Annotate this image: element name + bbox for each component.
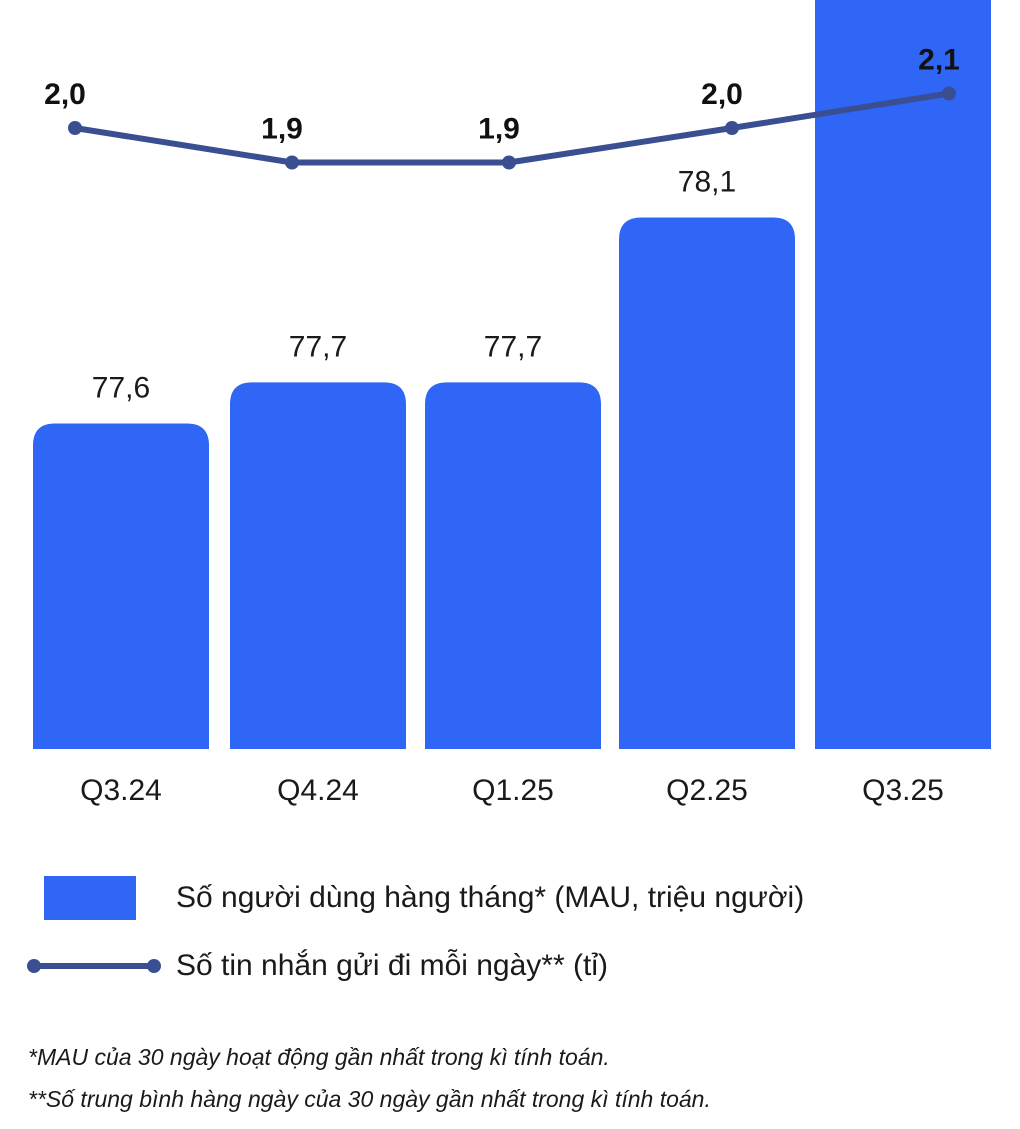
footnotes: *MAU của 30 ngày hoạt động gần nhất tron… (28, 1036, 1008, 1120)
legend-item-mau: Số người dùng hàng tháng* (MAU, triệu ng… (0, 872, 1020, 932)
bar-value-label: 77,6 (92, 372, 150, 405)
footnote-average: **Số trung bình hàng ngày của 30 ngày gầ… (28, 1086, 711, 1112)
category-label: Q3.25 (862, 774, 944, 807)
bar-value-label: 78,1 (678, 166, 736, 199)
legend-line-label: Số tin nhắn gửi đi mỗi ngày** (tỉ) (176, 949, 608, 982)
category-label: Q2.25 (666, 774, 748, 807)
line-point (942, 86, 956, 101)
legend-line-swatch (27, 959, 161, 973)
line-point (68, 121, 82, 135)
bar-Q3.25 (815, 0, 991, 749)
bar-Q3.24 (33, 423, 209, 749)
line-value-label: 2,1 (918, 44, 960, 77)
category-label: Q1.25 (472, 774, 554, 807)
legend-bar-swatch (44, 876, 136, 920)
line-value-label: 1,9 (478, 113, 520, 146)
footnote-mau: *MAU của 30 ngày hoạt động gần nhất tron… (28, 1044, 610, 1070)
line-value-label: 1,9 (261, 113, 303, 146)
labels-layer: 77,6Q3.2477,7Q4.2477,7Q1.2578,1Q2.2579,2… (44, 44, 960, 808)
bar-value-label: 77,7 (484, 330, 542, 363)
bar-value-label: 77,7 (289, 330, 347, 363)
line-layer (68, 86, 956, 170)
legend-bar-label: Số người dùng hàng tháng* (MAU, triệu ng… (176, 881, 805, 914)
bar-Q4.24 (230, 382, 406, 749)
line-value-label: 2,0 (701, 78, 743, 111)
line-point (285, 155, 299, 170)
category-label: Q4.24 (277, 774, 359, 807)
line-value-label: 2,0 (44, 78, 86, 111)
legend-item-messages: Số tin nhắn gửi đi mỗi ngày** (tỉ) (0, 940, 1020, 1000)
line-point (502, 155, 516, 170)
bar-Q1.25 (425, 382, 601, 749)
line-point (725, 121, 739, 135)
bars-layer (33, 0, 991, 749)
bar-Q2.25 (619, 217, 795, 749)
category-label: Q3.24 (80, 774, 162, 807)
combo-chart: 77,6Q3.2477,7Q4.2477,7Q1.2578,1Q2.2579,2… (33, 0, 991, 808)
